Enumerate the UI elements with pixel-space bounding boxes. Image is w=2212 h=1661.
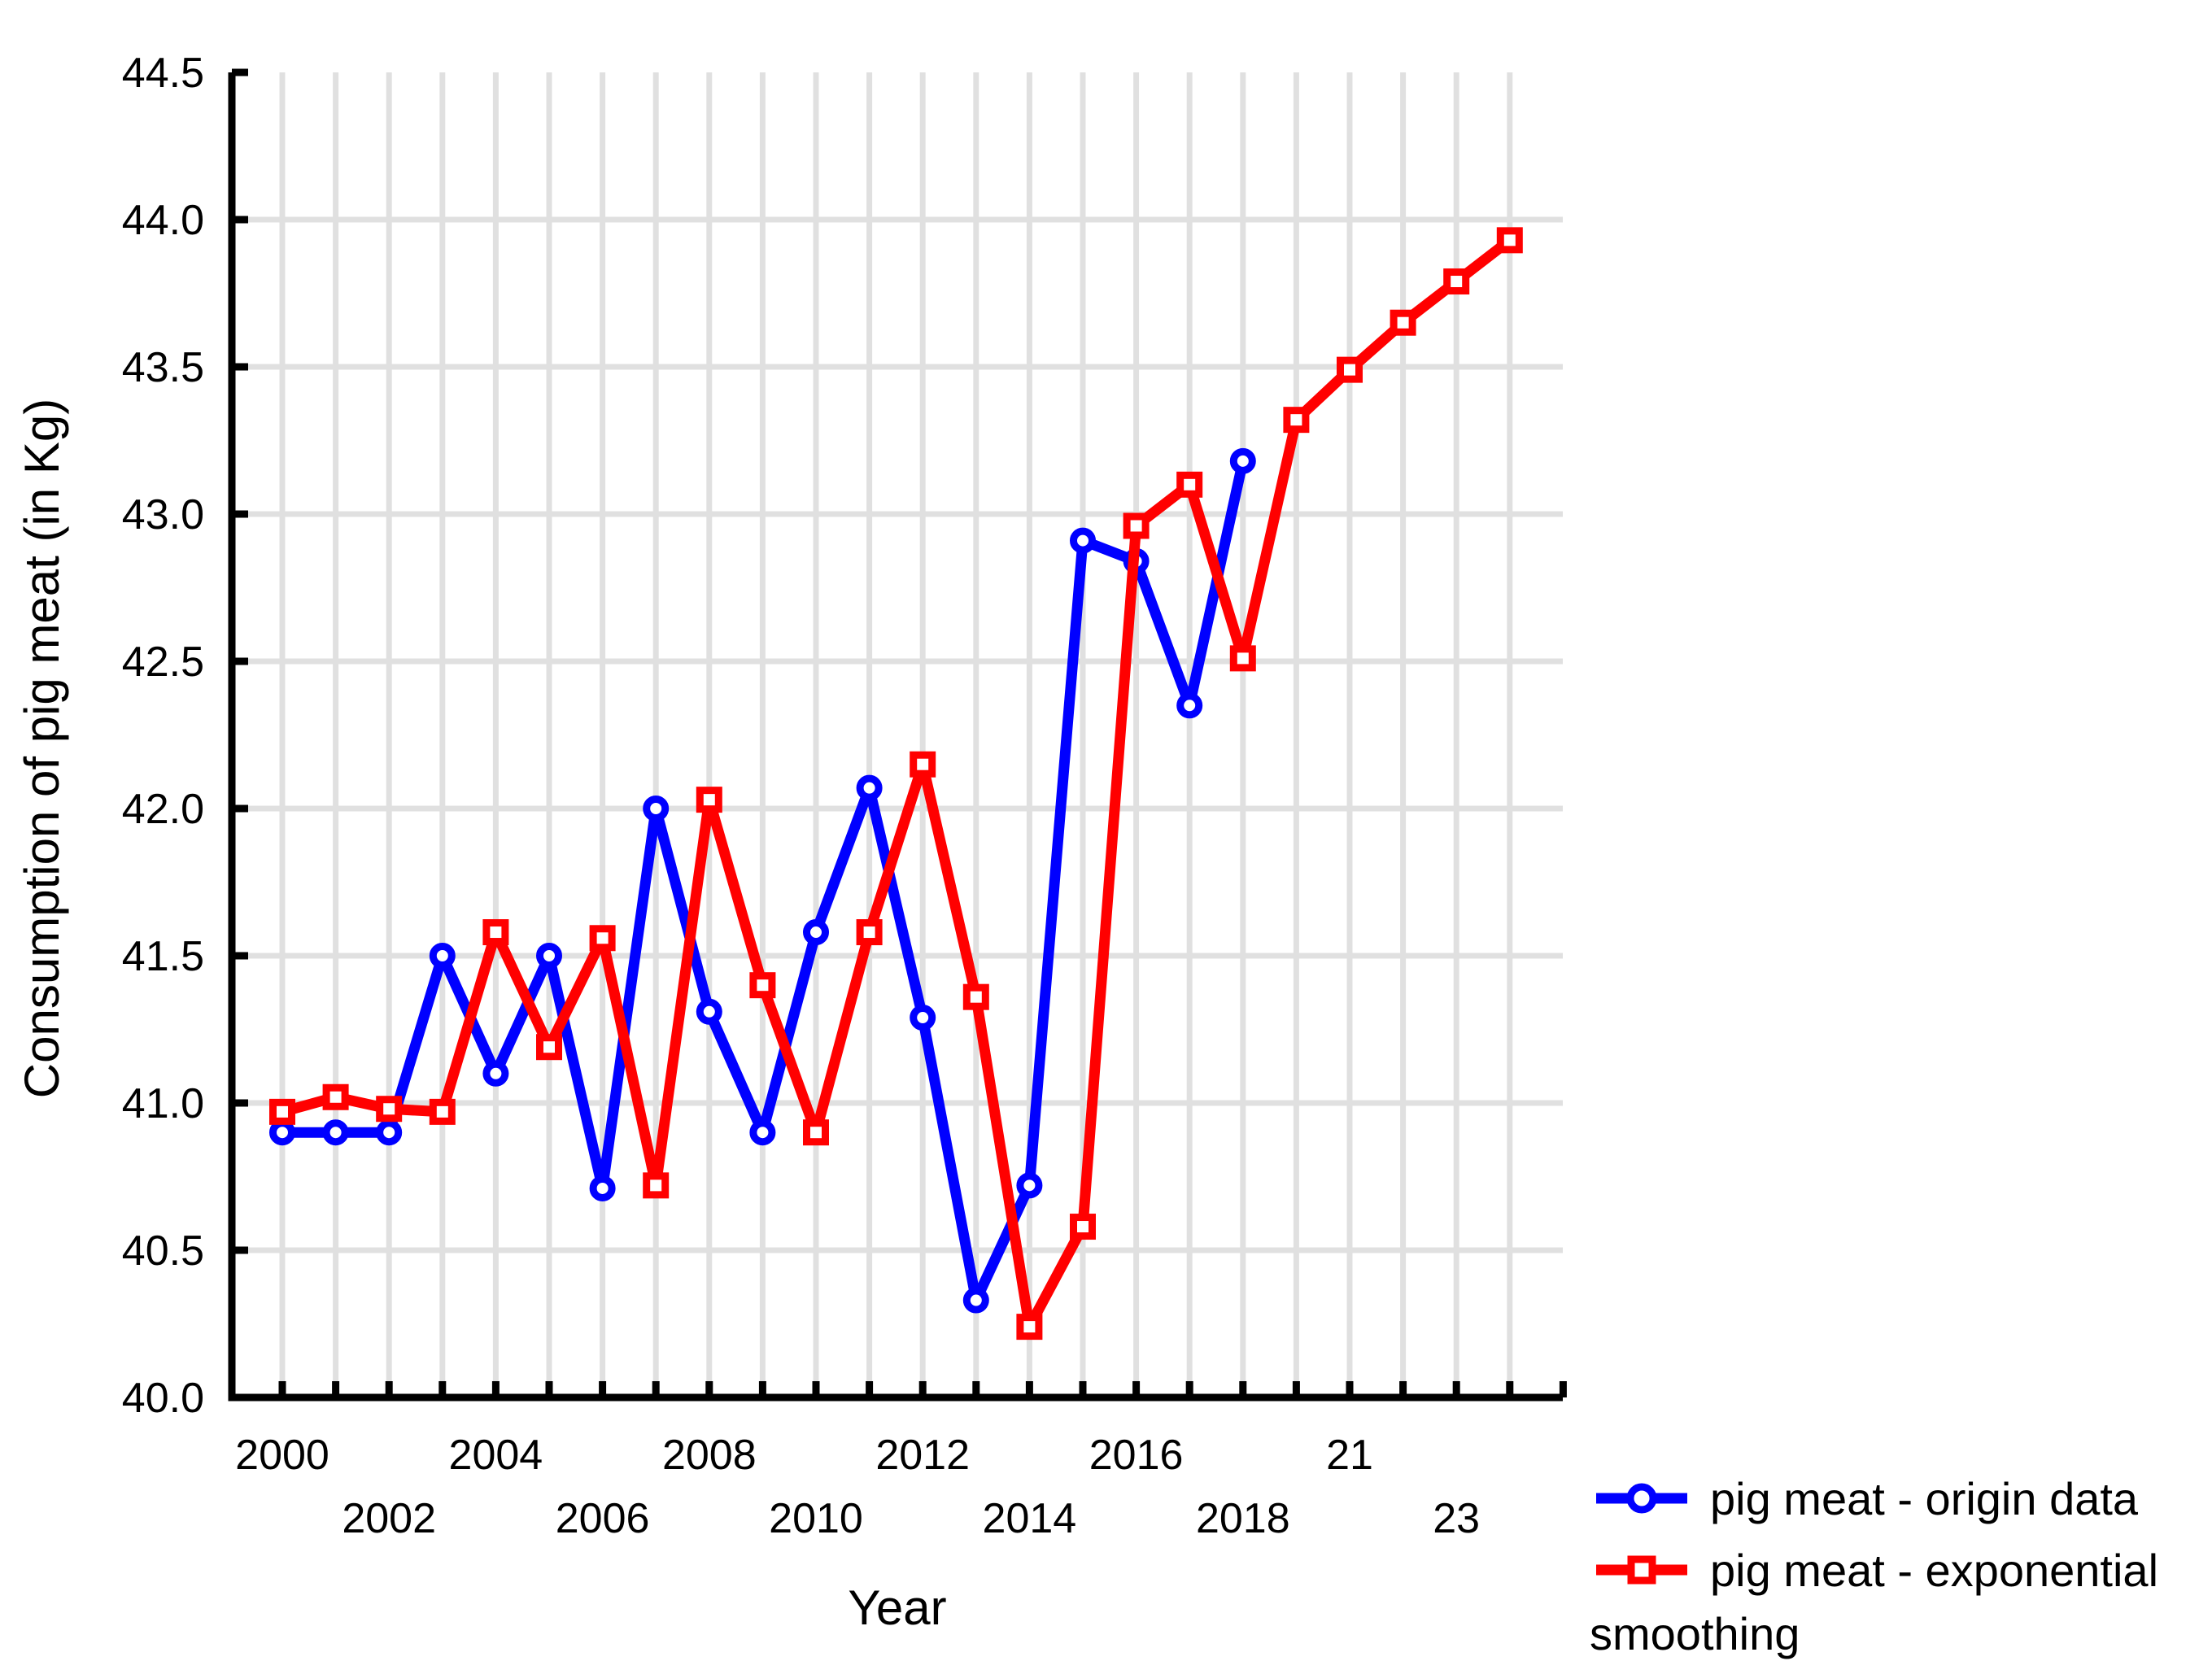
data-point-smoothing — [322, 1083, 349, 1110]
data-point-smoothing — [1337, 356, 1363, 383]
data-point-smoothing — [962, 983, 989, 1010]
data-point-origin — [589, 1175, 616, 1201]
x-tick-label: 2004 — [449, 1432, 543, 1479]
legend: pig meat - origin data pig meat - expone… — [1588, 1463, 2158, 1661]
data-point-smoothing — [589, 925, 616, 952]
data-point-smoothing — [1496, 227, 1523, 254]
data-point-smoothing — [1283, 407, 1310, 434]
data-point-origin — [856, 774, 883, 801]
data-point-smoothing — [1123, 512, 1150, 539]
y-tick-label: 40.5 — [122, 1227, 204, 1275]
data-point-smoothing — [1176, 471, 1203, 498]
data-point-origin — [1176, 692, 1203, 719]
y-tick-label: 44.0 — [122, 197, 204, 244]
data-point-origin — [643, 796, 670, 822]
x-tick-label: 2002 — [342, 1495, 436, 1542]
origin-series-marker-icon — [1596, 1483, 1687, 1514]
legend-item-smoothing: pig meat - exponential — [1588, 1534, 2158, 1606]
smoothing-series-marker-icon — [1596, 1555, 1687, 1585]
y-tick-label: 43.5 — [122, 344, 204, 391]
data-point-smoothing — [803, 1119, 829, 1146]
data-point-origin — [962, 1287, 989, 1314]
y-tick-label: 42.0 — [122, 786, 204, 833]
data-point-origin — [910, 1005, 936, 1031]
data-point-smoothing — [536, 1034, 562, 1061]
x-tick-label: 2016 — [1089, 1432, 1184, 1479]
series-line-smoothing — [277, 234, 1516, 1332]
x-tick-label: 2018 — [1196, 1495, 1290, 1542]
data-point-origin — [269, 1119, 295, 1146]
y-tick-label: 41.5 — [122, 933, 204, 980]
data-point-smoothing — [482, 919, 509, 946]
data-point-origin — [429, 943, 456, 969]
data-point-origin — [1070, 527, 1096, 554]
x-tick-label: 21 — [1326, 1432, 1373, 1479]
data-point-smoothing — [1016, 1314, 1043, 1341]
data-point-smoothing — [749, 972, 776, 999]
y-tick-label: 44.5 — [122, 50, 204, 97]
data-point-origin — [749, 1119, 776, 1146]
data-point-smoothing — [429, 1098, 456, 1125]
x-axis-title: Year — [848, 1580, 946, 1635]
data-point-smoothing — [269, 1098, 295, 1125]
data-point-smoothing — [643, 1172, 670, 1199]
x-tick-label: 23 — [1433, 1495, 1480, 1542]
x-tick-label: 2014 — [983, 1495, 1077, 1542]
data-point-origin — [376, 1119, 403, 1146]
y-tick-label: 40.0 — [122, 1375, 204, 1422]
y-tick-label: 42.5 — [122, 639, 204, 686]
x-tick-label: 2000 — [235, 1432, 329, 1479]
legend-label-smoothing-line1: pig meat - exponential — [1710, 1544, 2159, 1596]
data-point-smoothing — [1070, 1214, 1096, 1240]
data-point-smoothing — [910, 751, 936, 778]
data-point-smoothing — [1390, 309, 1416, 336]
x-tick-label: 2012 — [875, 1432, 970, 1479]
data-point-origin — [482, 1060, 509, 1087]
data-point-origin — [1229, 447, 1256, 474]
x-tick-label: 2008 — [662, 1432, 757, 1479]
y-tick-label: 41.0 — [122, 1080, 204, 1127]
data-point-origin — [536, 943, 562, 969]
data-point-smoothing — [1443, 268, 1470, 295]
data-point-smoothing — [696, 787, 722, 813]
data-point-smoothing — [376, 1096, 403, 1123]
x-tick-label: 2006 — [556, 1495, 650, 1542]
y-tick-label: 43.0 — [122, 491, 204, 538]
chart-generated: 40.0 40.5 41.0 41.5 42.0 42.5 43.0 43.5 44.0 44.5… — [122, 50, 1567, 1542]
y-axis-title: Consumption of pig meat (in Kg) — [15, 399, 69, 1098]
data-point-smoothing — [1229, 645, 1256, 672]
x-tick-label: 2010 — [769, 1495, 863, 1542]
data-point-origin — [696, 998, 722, 1025]
data-point-origin — [322, 1119, 349, 1146]
data-point-smoothing — [856, 919, 883, 946]
legend-label-smoothing-line2: smoothing — [1590, 1607, 1800, 1659]
data-point-origin — [1016, 1172, 1043, 1199]
data-point-origin — [803, 919, 829, 946]
legend-label-origin: pig meat - origin data — [1710, 1472, 2139, 1524]
legend-item-smoothing-wrap: smoothing — [1588, 1606, 2158, 1661]
legend-item-origin: pig meat - origin data — [1588, 1463, 2158, 1534]
